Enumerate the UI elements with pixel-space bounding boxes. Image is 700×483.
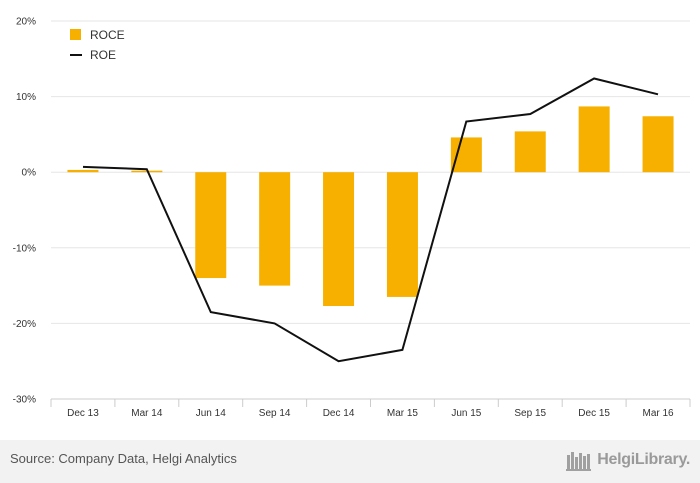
x-tick-label: Mar 15 <box>387 408 419 419</box>
roce-bar <box>578 106 610 173</box>
y-tick-label: -10% <box>13 243 36 254</box>
roce-bar <box>386 172 418 297</box>
legend-roce-label: ROCE <box>90 28 125 42</box>
roce-bar <box>259 172 291 286</box>
x-tick-label: Jun 14 <box>196 408 226 419</box>
x-tick-label: Sep 14 <box>259 408 291 419</box>
brand-logo[interactable]: HelgiLibrary. <box>566 449 690 471</box>
roce-bar <box>642 116 674 173</box>
y-tick-label: 10% <box>16 92 36 103</box>
y-tick-label: 20% <box>16 17 36 28</box>
footer: Source: Company Data, Helgi Analytics He… <box>0 440 700 483</box>
library-icon <box>566 452 592 471</box>
roce-bar <box>195 172 227 279</box>
x-tick-label: Mar 14 <box>131 408 163 419</box>
source-note: Source: Company Data, Helgi Analytics <box>10 451 237 466</box>
legend-roce-swatch <box>70 29 81 40</box>
roce-bars <box>67 106 674 307</box>
x-tick-label: Dec 15 <box>578 408 610 419</box>
roce-bar <box>67 169 99 173</box>
y-tick-label: -30% <box>13 395 36 406</box>
legend: ROCE ROE <box>70 28 125 62</box>
roce-bar <box>514 131 546 173</box>
legend-roe-label: ROE <box>90 48 116 62</box>
x-tick-label: Sep 15 <box>514 408 546 419</box>
y-axis-ticks: 20% 10% 0% -10% -20% -30% <box>13 17 36 406</box>
roe-line <box>82 77 659 363</box>
brand-name: HelgiLibrary. <box>597 451 690 468</box>
x-tick-label: Dec 13 <box>67 408 99 419</box>
roce-bar <box>323 172 355 307</box>
y-tick-label: -20% <box>13 319 36 330</box>
x-tick-label: Jun 15 <box>451 408 481 419</box>
roce-bar <box>450 137 482 173</box>
x-tick-label: Dec 14 <box>323 408 355 419</box>
x-axis-ticks: Dec 13 Mar 14 Jun 14 Sep 14 Dec 14 Mar 15 Jun … <box>50 399 691 419</box>
x-tick-label: Mar 16 <box>642 408 674 419</box>
y-tick-label: 0% <box>22 168 37 179</box>
chart: 20% 10% 0% -10% -20% -30% Dec 13 Mar 14 Jun 14 S… <box>13 17 691 419</box>
